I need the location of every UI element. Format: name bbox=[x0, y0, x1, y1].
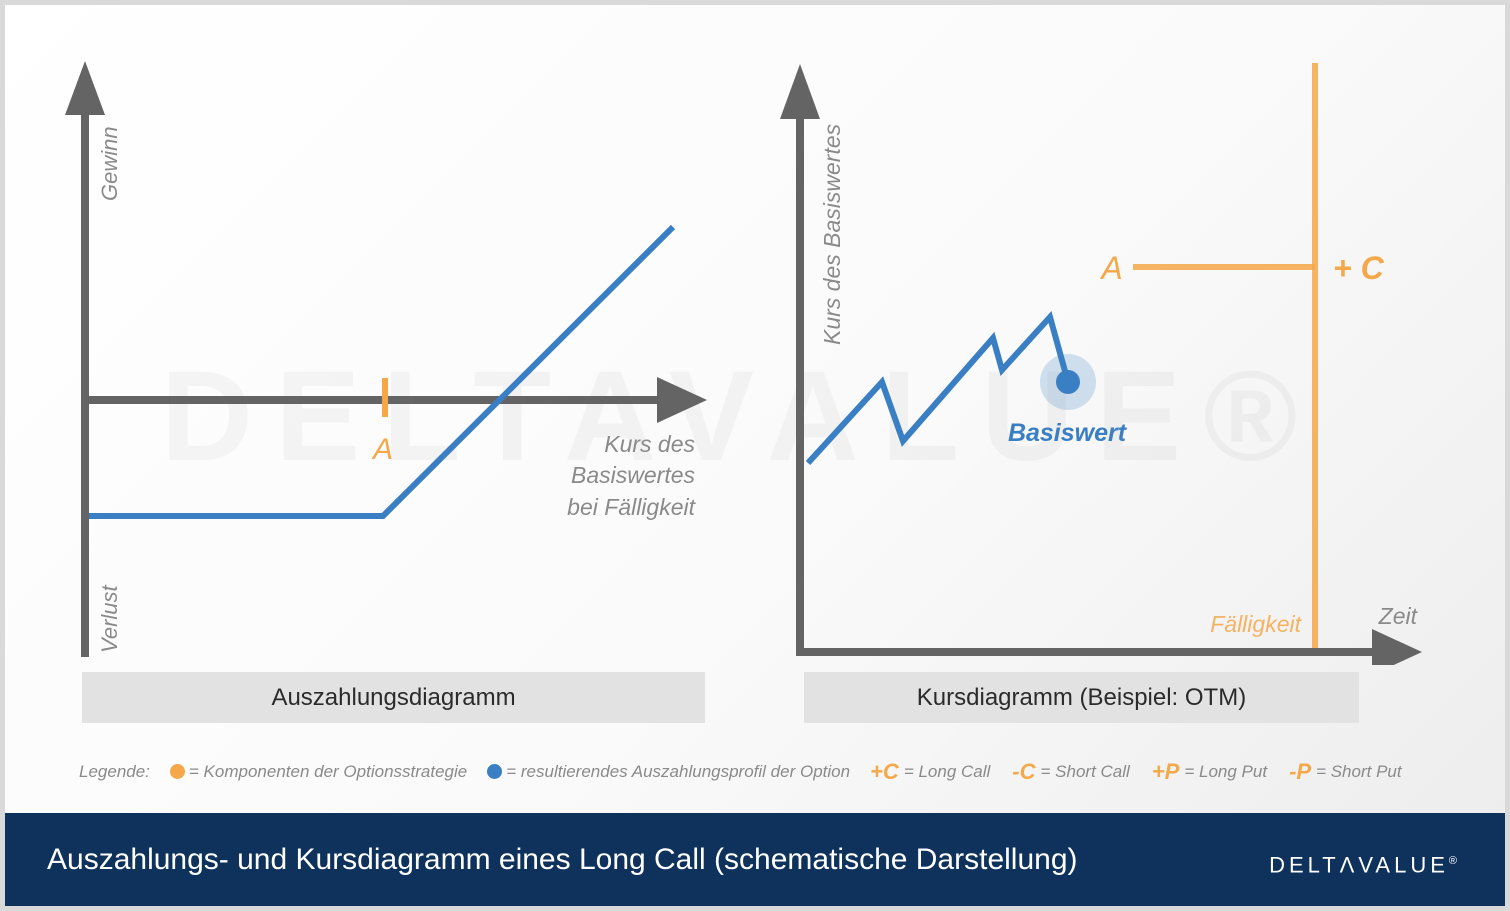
legend-profile-text: = resultierendes Auszahlungsprofil der O… bbox=[506, 762, 851, 781]
logo-text-start: DELT bbox=[1269, 852, 1340, 878]
underlying-dot bbox=[1056, 370, 1080, 394]
left-x-axis-label-line-1: Kurs des bbox=[604, 431, 695, 457]
footer-title: Auszahlungs- und Kursdiagramm eines Long… bbox=[47, 843, 1078, 876]
right-y-axis-arrowhead bbox=[780, 64, 820, 119]
deltavalue-logo: DELTΛVALUE® bbox=[1269, 846, 1457, 878]
legend-prefix: Legende: bbox=[79, 762, 150, 781]
orange-dot-icon bbox=[169, 764, 185, 779]
diagram-canvas: DELTAVALUE® Gewinn Verlust Kurs des Basi… bbox=[65, 61, 1422, 665]
price-diagram-caption: Kursdiagramm (Beispiel: OTM) bbox=[804, 672, 1359, 723]
loss-axis-label: Verlust bbox=[97, 584, 122, 653]
long-call-label: + C bbox=[1333, 250, 1385, 286]
time-axis-label: Zeit bbox=[1378, 603, 1419, 629]
left-x-axis-arrowhead bbox=[657, 377, 707, 423]
profit-axis-label: Gewinn bbox=[97, 126, 122, 201]
legend-components: = Komponenten der Optionsstrategie bbox=[169, 762, 468, 782]
legend-desc-long-call: = Long Call bbox=[903, 762, 991, 781]
long-call-payoff-line bbox=[89, 224, 676, 519]
maturity-label: Fälligkeit bbox=[1210, 611, 1302, 637]
infographic: DELTAVALUE® Gewinn Verlust Kurs des Basi… bbox=[5, 5, 1505, 906]
legend-desc-short-call: = Short Call bbox=[1040, 762, 1130, 781]
payoff-diagram-caption: Auszahlungsdiagramm bbox=[82, 672, 705, 723]
legend-code-long-put: +P bbox=[1151, 759, 1180, 784]
logo-text-end: VALUE bbox=[1358, 852, 1449, 878]
left-x-axis-label-line-2: Basiswertes bbox=[571, 462, 695, 488]
underlying-label: Basiswert bbox=[1008, 419, 1128, 447]
legend-code-short-call: -C bbox=[1012, 759, 1036, 784]
legend-components-text: = Komponenten der Optionsstrategie bbox=[188, 762, 468, 781]
underlying-price-path bbox=[805, 310, 1071, 466]
left-x-axis-label-line-3: bei Fälligkeit bbox=[567, 494, 696, 520]
left-y-axis-arrowhead bbox=[65, 61, 105, 115]
legend-desc-short-put: = Short Put bbox=[1316, 762, 1402, 781]
footer-bar: Auszahlungs- und Kursdiagramm eines Long… bbox=[5, 813, 1505, 906]
watermark: DELTAVALUE® bbox=[161, 345, 1320, 488]
left-strike-label: A bbox=[371, 433, 393, 466]
blue-dot-icon bbox=[487, 764, 503, 779]
right-x-axis-arrowhead bbox=[1372, 629, 1422, 665]
price-diagram: Kurs des Basiswertes Zeit A + C Fälligke… bbox=[780, 63, 1422, 665]
legend-code-long-call: +C bbox=[870, 759, 899, 784]
legend: Legende: = Komponenten der Optionsstrate… bbox=[79, 757, 1424, 787]
payoff-diagram: Gewinn Verlust Kurs des Basiswertes bei … bbox=[65, 61, 707, 657]
registered-mark: ® bbox=[1448, 855, 1457, 867]
legend-desc-long-put: = Long Put bbox=[1184, 762, 1268, 781]
right-strike-label: A bbox=[1099, 250, 1122, 286]
legend-profile: = resultierendes Auszahlungsprofil der O… bbox=[487, 762, 850, 782]
legend-code-short-put: -P bbox=[1289, 759, 1312, 784]
underlying-price-axis-label: Kurs des Basiswertes bbox=[819, 123, 845, 345]
logo-delta: Λ bbox=[1339, 852, 1359, 878]
